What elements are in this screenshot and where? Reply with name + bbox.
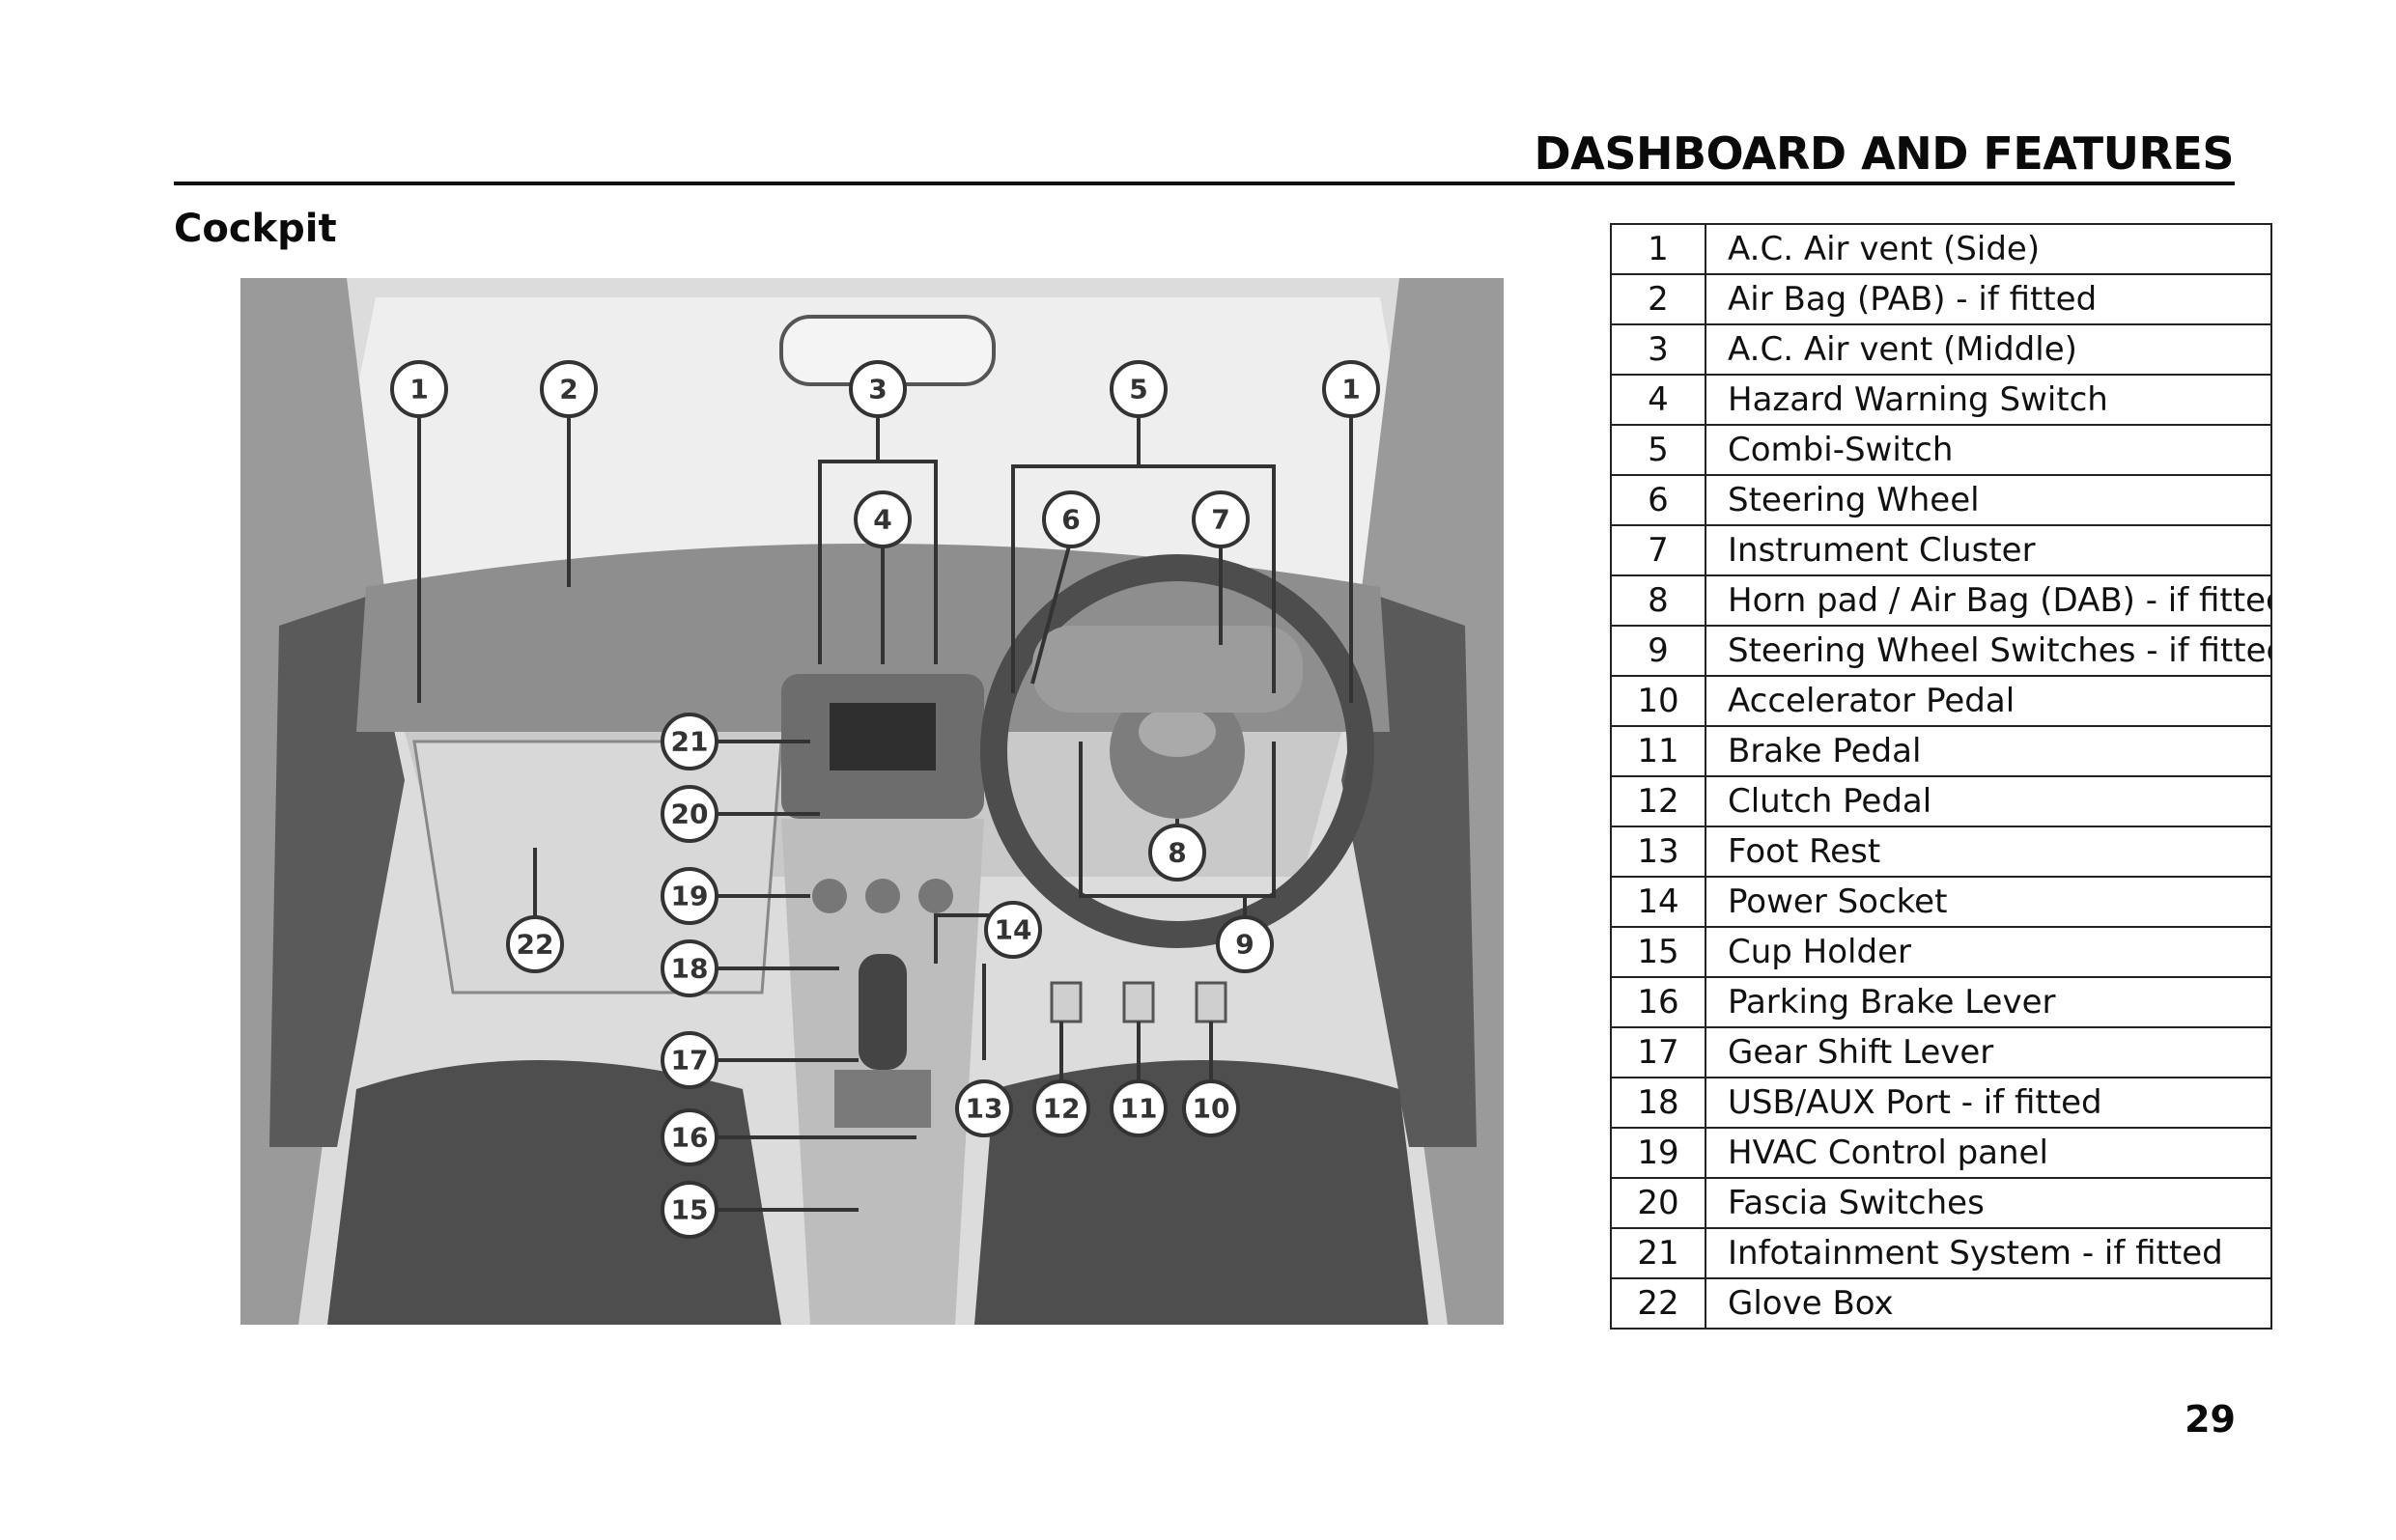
- callout-label: 19: [671, 881, 709, 912]
- legend-number: 17: [1610, 1026, 1706, 1078]
- legend-number: 14: [1610, 876, 1706, 928]
- legend-number: 16: [1610, 976, 1706, 1028]
- legend-number: 3: [1610, 323, 1706, 376]
- table-row: 1 A.C. Air vent (Side): [1610, 223, 2272, 275]
- legend-number: 21: [1610, 1227, 1706, 1279]
- callout-label: 9: [1235, 929, 1254, 961]
- legend-label: USB/AUX Port - if fitted: [1705, 1077, 2272, 1129]
- table-row: 17 Gear Shift Lever: [1610, 1026, 2272, 1078]
- table-row: 15 Cup Holder: [1610, 926, 2272, 978]
- legend-label: Brake Pedal: [1705, 725, 2272, 777]
- legend-label: Horn pad / Air Bag (DAB) - if fitted: [1705, 574, 2272, 627]
- legend-number: 10: [1610, 675, 1706, 727]
- callout-label: 14: [995, 914, 1032, 946]
- callout-label: 2: [559, 374, 578, 406]
- legend-label: Instrument Cluster: [1705, 524, 2272, 576]
- legend-label: Combi-Switch: [1705, 424, 2272, 476]
- legend-label: Parking Brake Lever: [1705, 976, 2272, 1028]
- page-number: 29: [2185, 1398, 2236, 1441]
- callout-label: 5: [1129, 374, 1147, 406]
- table-row: 9 Steering Wheel Switches - if fitted: [1610, 625, 2272, 677]
- legend-number: 4: [1610, 374, 1706, 426]
- legend-label: Infotainment System - if fitted: [1705, 1227, 2272, 1279]
- legend-number: 5: [1610, 424, 1706, 476]
- legend-label: Steering Wheel: [1705, 474, 2272, 526]
- legend-label: Gear Shift Lever: [1705, 1026, 2272, 1078]
- legend-label: Glove Box: [1705, 1277, 2272, 1330]
- callout-label: 21: [671, 726, 709, 758]
- legend-number: 20: [1610, 1177, 1706, 1229]
- legend-table: 1 A.C. Air vent (Side) 2 Air Bag (PAB) - i…: [1610, 223, 2272, 1330]
- legend-label: A.C. Air vent (Middle): [1705, 323, 2272, 376]
- callout-label: 4: [873, 504, 891, 536]
- legend-number: 11: [1610, 725, 1706, 777]
- table-row: 21 Infotainment System - if fitted: [1610, 1227, 2272, 1279]
- callout-label: 1: [409, 374, 428, 406]
- callout-label: 8: [1168, 837, 1186, 869]
- cockpit-illustration: 1 2 3 4 5 6 7 1 21 20 19 18 17 16 15 22 …: [240, 278, 1504, 1325]
- table-row: 7 Instrument Cluster: [1610, 524, 2272, 576]
- table-row: 5 Combi-Switch: [1610, 424, 2272, 476]
- callout-label: 13: [966, 1093, 1003, 1125]
- legend-label: HVAC Control panel: [1705, 1127, 2272, 1179]
- legend-number: 19: [1610, 1127, 1706, 1179]
- cockpit-drawing: 1 2 3 4 5 6 7 1 21 20 19 18 17 16 15 22 …: [240, 278, 1504, 1325]
- legend-number: 2: [1610, 273, 1706, 325]
- legend-number: 7: [1610, 524, 1706, 576]
- table-row: 10 Accelerator Pedal: [1610, 675, 2272, 727]
- header-divider: [174, 182, 2235, 185]
- page-title: Cockpit: [174, 207, 337, 251]
- legend-number: 13: [1610, 826, 1706, 878]
- table-row: 19 HVAC Control panel: [1610, 1127, 2272, 1179]
- table-row: 22 Glove Box: [1610, 1277, 2272, 1330]
- legend-label: Foot Rest: [1705, 826, 2272, 878]
- section-header-title: DASHBOARD AND FEATURES: [1534, 127, 2235, 180]
- legend-label: Steering Wheel Switches - if fitted: [1705, 625, 2272, 677]
- legend-number: 8: [1610, 574, 1706, 627]
- callout-label: 16: [671, 1122, 709, 1154]
- callout-label: 7: [1211, 504, 1229, 536]
- legend-label: Clutch Pedal: [1705, 775, 2272, 827]
- callout-label: 6: [1061, 504, 1080, 536]
- table-row: 18 USB/AUX Port - if fitted: [1610, 1077, 2272, 1129]
- callout-label: 10: [1193, 1093, 1230, 1125]
- table-row: 12 Clutch Pedal: [1610, 775, 2272, 827]
- callout-label: 18: [671, 953, 709, 985]
- legend-label: Hazard Warning Switch: [1705, 374, 2272, 426]
- legend-label: Cup Holder: [1705, 926, 2272, 978]
- legend-label: Power Socket: [1705, 876, 2272, 928]
- legend-number: 15: [1610, 926, 1706, 978]
- legend-label: Air Bag (PAB) - if fitted: [1705, 273, 2272, 325]
- table-row: 13 Foot Rest: [1610, 826, 2272, 878]
- legend-number: 6: [1610, 474, 1706, 526]
- callout-label: 3: [868, 374, 887, 406]
- callout-label: 15: [671, 1194, 709, 1226]
- legend-number: 9: [1610, 625, 1706, 677]
- table-row: 16 Parking Brake Lever: [1610, 976, 2272, 1028]
- callout-label: 1: [1341, 374, 1360, 406]
- table-row: 8 Horn pad / Air Bag (DAB) - if fitted: [1610, 574, 2272, 627]
- legend-number: 18: [1610, 1077, 1706, 1129]
- legend-label: A.C. Air vent (Side): [1705, 223, 2272, 275]
- table-row: 6 Steering Wheel: [1610, 474, 2272, 526]
- legend-label: Fascia Switches: [1705, 1177, 2272, 1229]
- callout-label: 17: [671, 1045, 709, 1077]
- table-row: 4 Hazard Warning Switch: [1610, 374, 2272, 426]
- table-row: 3 A.C. Air vent (Middle): [1610, 323, 2272, 376]
- table-row: 11 Brake Pedal: [1610, 725, 2272, 777]
- table-row: 20 Fascia Switches: [1610, 1177, 2272, 1229]
- callout-label: 11: [1120, 1093, 1158, 1125]
- legend-number: 12: [1610, 775, 1706, 827]
- callout-label: 12: [1043, 1093, 1081, 1125]
- legend-number: 1: [1610, 223, 1706, 275]
- legend-label: Accelerator Pedal: [1705, 675, 2272, 727]
- callout-label: 20: [671, 798, 709, 830]
- callout-label: 22: [517, 929, 554, 961]
- legend-number: 22: [1610, 1277, 1706, 1330]
- table-row: 2 Air Bag (PAB) - if fitted: [1610, 273, 2272, 325]
- table-row: 14 Power Socket: [1610, 876, 2272, 928]
